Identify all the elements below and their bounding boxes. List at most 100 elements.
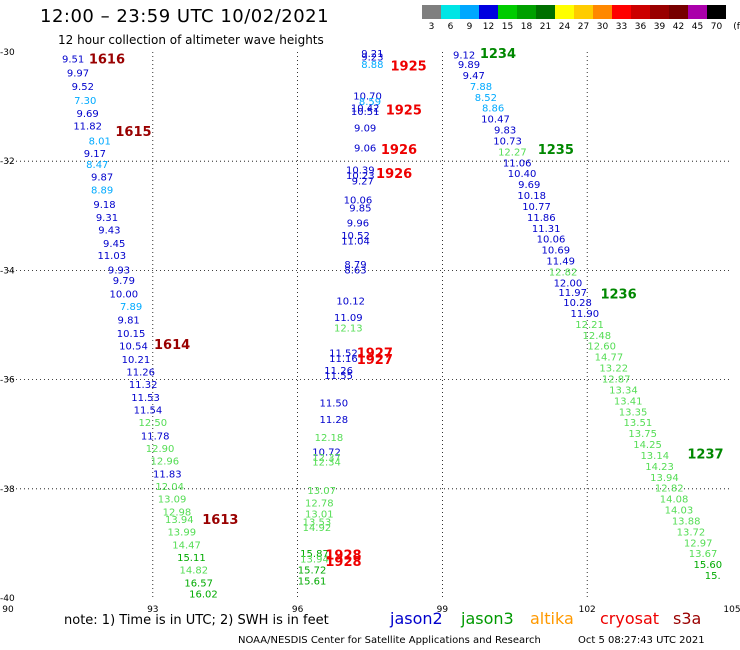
legend-label: 70 xyxy=(710,22,723,32)
legend-label: 18 xyxy=(520,22,533,32)
data-point: 11.32 xyxy=(129,380,158,391)
data-point: 10.69 xyxy=(542,246,571,257)
data-point: 10.23 xyxy=(346,171,375,182)
data-point: 13.14 xyxy=(640,451,669,462)
data-point: 12.60 xyxy=(587,342,616,353)
legend-unit: (ft) xyxy=(733,22,740,32)
data-point: 10.28 xyxy=(563,298,592,309)
data-point: 10.70 xyxy=(353,92,382,103)
legend-swatch xyxy=(555,5,574,19)
legend-label: 30 xyxy=(596,22,609,32)
time-label: 1237 xyxy=(687,447,723,462)
time-label: 1928 xyxy=(325,555,361,570)
data-point: 10.54 xyxy=(119,342,148,353)
data-point: 13.72 xyxy=(677,527,706,538)
data-point: 11.97 xyxy=(558,288,587,299)
data-point: 10.00 xyxy=(110,289,139,300)
data-point: 14.47 xyxy=(172,540,201,551)
data-point: 8.47 xyxy=(86,160,108,171)
legend-label: 9 xyxy=(466,22,473,32)
legend-swatch xyxy=(688,5,707,19)
data-point: 9.89 xyxy=(458,60,480,71)
data-point: 11.49 xyxy=(546,257,575,268)
data-point: 9.47 xyxy=(463,71,485,82)
data-point: 10.12 xyxy=(336,296,365,307)
data-point: 9.83 xyxy=(494,126,516,137)
data-point: 10.47 xyxy=(481,115,510,126)
data-point: 7.88 xyxy=(470,82,492,93)
data-point: 11.04 xyxy=(341,236,370,247)
data-point: 12.21 xyxy=(575,320,604,331)
time-label: 1925 xyxy=(386,103,422,118)
data-point: 16.57 xyxy=(184,579,213,590)
legend-swatch xyxy=(479,5,498,19)
data-point: 9.97 xyxy=(67,69,89,80)
x-tick-label: 96 xyxy=(292,605,304,615)
data-point: 12.18 xyxy=(315,433,344,444)
y-tick-label: -40 xyxy=(0,594,15,604)
data-point: 9.27 xyxy=(352,176,374,187)
data-point: 8.63 xyxy=(344,265,366,276)
data-point: 13.41 xyxy=(614,396,643,407)
data-point: 12.50 xyxy=(138,418,167,429)
data-point: 11.86 xyxy=(527,213,556,224)
data-point: 12.27 xyxy=(498,147,527,158)
data-point: 9.81 xyxy=(118,316,140,327)
data-point: 8.59 xyxy=(359,97,381,108)
data-point: 10.42 xyxy=(351,104,380,115)
legend-label: 33 xyxy=(615,22,628,32)
data-point: 8.01 xyxy=(89,136,111,147)
x-tick-label: 99 xyxy=(437,605,449,615)
data-point: 12.82 xyxy=(549,267,578,278)
data-point: 12.98 xyxy=(163,508,192,519)
legend-swatch xyxy=(536,5,555,19)
data-point: 13.34 xyxy=(609,385,638,396)
data-point: 12.13 xyxy=(334,324,363,335)
time-label: 1926 xyxy=(376,167,412,182)
data-point: 14.92 xyxy=(303,523,332,534)
legend-label: 12 xyxy=(482,22,495,32)
data-point: 8.89 xyxy=(91,186,113,197)
data-point: 9.45 xyxy=(103,239,125,250)
data-point: 11.90 xyxy=(570,309,599,320)
data-point: 8.79 xyxy=(344,260,366,271)
data-point: 9.87 xyxy=(91,172,113,183)
chart-subtitle: 12 hour collection of altimeter wave hei… xyxy=(58,33,324,47)
time-label: 1236 xyxy=(600,287,636,302)
data-point: 15.87 xyxy=(300,549,329,560)
data-point: 10.39 xyxy=(346,165,375,176)
data-point: 15.61 xyxy=(298,577,327,588)
data-point: 10.52 xyxy=(341,231,370,242)
data-point: 10.18 xyxy=(517,191,546,202)
data-point: 14.77 xyxy=(595,353,624,364)
satellite-name: jason2 xyxy=(390,609,443,628)
data-point: 10.40 xyxy=(508,169,537,180)
data-point: 9.09 xyxy=(354,123,376,134)
x-tick-label: 105 xyxy=(723,605,740,615)
data-point: 11.03 xyxy=(97,251,126,262)
data-point: 8.88 xyxy=(361,60,383,71)
legend-swatch xyxy=(650,5,669,19)
data-point: 9.12 xyxy=(453,51,475,62)
y-tick-label: -34 xyxy=(0,266,15,276)
legend-swatch xyxy=(593,5,612,19)
data-point: 14.03 xyxy=(665,506,694,517)
data-point: 16.02 xyxy=(189,590,218,601)
y-tick-label: -30 xyxy=(0,48,15,58)
data-point: 14.25 xyxy=(633,440,662,451)
data-point: 12.34 xyxy=(312,458,341,469)
data-point: 7.89 xyxy=(120,302,142,313)
x-tick-label: 93 xyxy=(147,605,158,615)
data-point: 9.17 xyxy=(84,149,106,160)
data-point: 13.94 xyxy=(300,555,329,566)
data-point: 11.16 xyxy=(329,354,358,365)
data-point: 13.88 xyxy=(672,516,701,527)
data-point: 9.31 xyxy=(96,213,118,224)
data-point: 15.11 xyxy=(177,553,206,564)
legend-label: 3 xyxy=(428,22,435,32)
data-point: 12.87 xyxy=(602,375,631,386)
data-point: 9.85 xyxy=(349,204,371,215)
legend-swatch xyxy=(517,5,536,19)
time-label: 1615 xyxy=(115,125,151,140)
